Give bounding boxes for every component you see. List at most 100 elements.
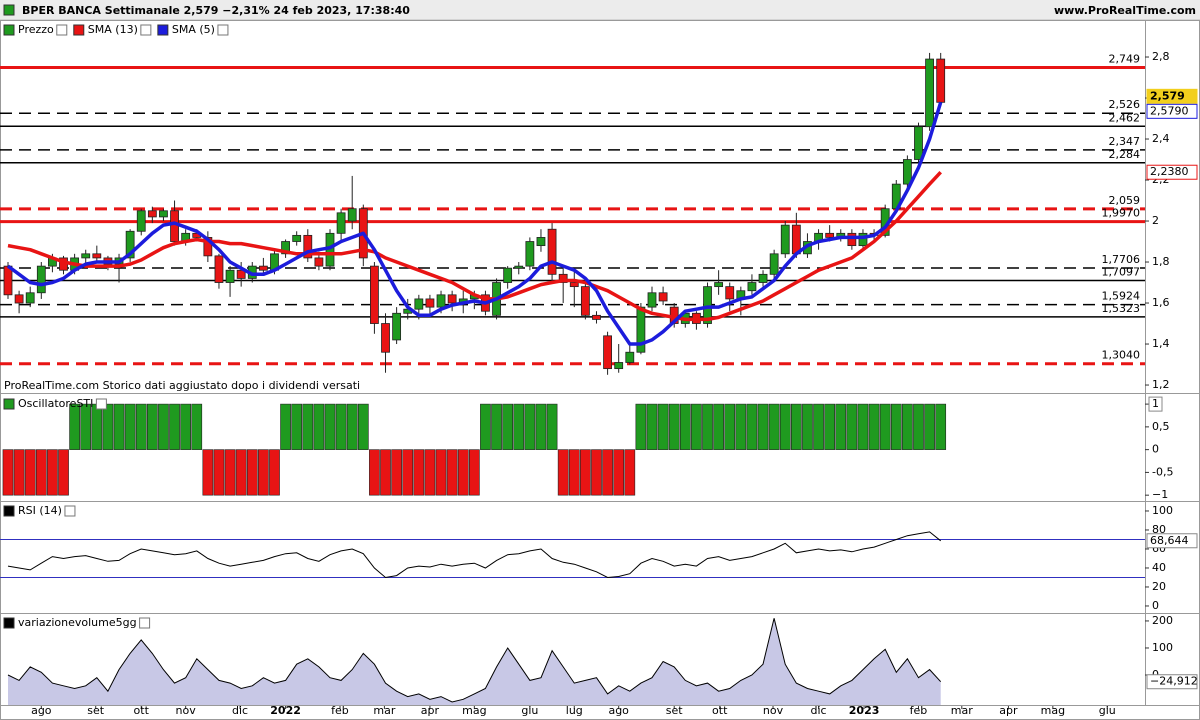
bar bbox=[13, 449, 25, 496]
candle-body bbox=[514, 265, 524, 269]
bar bbox=[69, 403, 80, 450]
candle-body bbox=[292, 234, 302, 242]
legend-swatch bbox=[3, 617, 15, 629]
level-label: 2,526 bbox=[1109, 98, 1141, 111]
bar bbox=[802, 403, 813, 450]
note: ProRealTime.com Storico dati aggiustato … bbox=[4, 379, 360, 392]
bar bbox=[568, 449, 580, 496]
candle-body bbox=[902, 159, 912, 185]
last-value-label: 68,644 bbox=[1150, 534, 1189, 547]
bar bbox=[746, 403, 758, 450]
candle-body bbox=[525, 241, 535, 267]
level-label: 2,059 bbox=[1109, 194, 1141, 207]
x-tick-label: dic bbox=[232, 704, 248, 717]
candle-body bbox=[780, 224, 790, 255]
legend-label: SMA (5) bbox=[172, 23, 215, 36]
candle-body bbox=[636, 306, 646, 353]
candle-body bbox=[925, 58, 934, 128]
bar bbox=[280, 403, 291, 450]
bar bbox=[58, 449, 69, 496]
bar bbox=[691, 403, 702, 450]
y-tick-label: 1,6 bbox=[1152, 296, 1170, 309]
legend-label: variazionevolume5gg bbox=[18, 616, 137, 629]
bar bbox=[502, 403, 514, 450]
x-tick-label: mar bbox=[951, 704, 973, 717]
bar bbox=[324, 403, 336, 450]
candle-body bbox=[159, 210, 168, 218]
bar bbox=[913, 403, 924, 450]
bar bbox=[779, 403, 791, 450]
legend-wrench[interactable] bbox=[64, 505, 76, 517]
bar bbox=[713, 403, 724, 450]
candle-body bbox=[125, 230, 135, 259]
y-tick-label: 80 bbox=[1152, 523, 1166, 536]
bar bbox=[635, 403, 647, 450]
header-bar bbox=[0, 0, 1200, 20]
candle-body bbox=[147, 210, 157, 218]
bar bbox=[80, 403, 92, 450]
bar bbox=[357, 403, 369, 450]
bar bbox=[35, 449, 47, 496]
level-label: 2,749 bbox=[1109, 52, 1141, 65]
candle-body bbox=[214, 255, 224, 283]
candle-body bbox=[592, 314, 601, 320]
y-tick-label: 1,4 bbox=[1152, 337, 1170, 350]
y-tick-label: 1 bbox=[1152, 397, 1159, 410]
bar bbox=[657, 403, 669, 450]
candle-body bbox=[858, 232, 868, 247]
candle-body bbox=[758, 273, 768, 283]
legend-wrench[interactable] bbox=[217, 24, 229, 36]
bar bbox=[868, 403, 880, 450]
candle-body bbox=[381, 323, 390, 353]
candle-body bbox=[303, 234, 313, 259]
legend-wrench[interactable] bbox=[140, 24, 152, 36]
bar bbox=[402, 449, 414, 496]
bar bbox=[424, 449, 436, 496]
last-value-label: −24,912 bbox=[1150, 675, 1198, 688]
bar bbox=[47, 449, 58, 496]
header-title: BPER BANCA Settimanale 2,579 −2,31% 24 f… bbox=[22, 4, 410, 17]
x-tick-label: mar bbox=[373, 704, 395, 717]
candle-body bbox=[569, 282, 579, 288]
candle-body bbox=[3, 265, 13, 296]
bar bbox=[480, 403, 491, 450]
bar bbox=[668, 403, 680, 450]
bar bbox=[302, 403, 314, 450]
bar bbox=[846, 403, 858, 450]
bar bbox=[258, 449, 269, 496]
bar bbox=[624, 449, 636, 496]
bar bbox=[824, 403, 836, 450]
candle-body bbox=[258, 265, 268, 271]
bar bbox=[224, 449, 236, 496]
legend-wrench[interactable] bbox=[56, 24, 68, 36]
bar bbox=[602, 449, 613, 496]
x-tick-label: lug bbox=[566, 704, 583, 717]
legend-swatch bbox=[157, 24, 169, 36]
legend-wrench[interactable] bbox=[139, 617, 151, 629]
legend-label: Prezzo bbox=[18, 23, 54, 36]
bar bbox=[924, 403, 935, 450]
y-tick-label: 0,5 bbox=[1152, 420, 1170, 433]
x-tick-label: 2023 bbox=[849, 704, 880, 717]
candle-body bbox=[647, 292, 657, 308]
bar bbox=[857, 403, 869, 450]
bar bbox=[702, 403, 713, 450]
x-tick-label: nov bbox=[763, 704, 784, 717]
candle-body bbox=[914, 126, 923, 160]
y-tick-label: 2 bbox=[1152, 214, 1159, 227]
candle-body bbox=[791, 224, 801, 255]
bar bbox=[124, 403, 136, 450]
sma-line bbox=[7, 171, 942, 322]
candle-body bbox=[236, 269, 246, 279]
frame bbox=[0, 20, 1200, 720]
candle-body bbox=[625, 351, 635, 363]
candle-body bbox=[603, 335, 612, 370]
bar bbox=[335, 403, 347, 450]
legend-wrench[interactable] bbox=[95, 398, 107, 410]
candle-body bbox=[370, 265, 379, 324]
y-tick-label: 0 bbox=[1152, 443, 1159, 456]
level-label: 2,284 bbox=[1109, 148, 1141, 161]
tick-box bbox=[1148, 396, 1163, 412]
candle-body bbox=[714, 282, 724, 288]
bar bbox=[790, 403, 802, 450]
